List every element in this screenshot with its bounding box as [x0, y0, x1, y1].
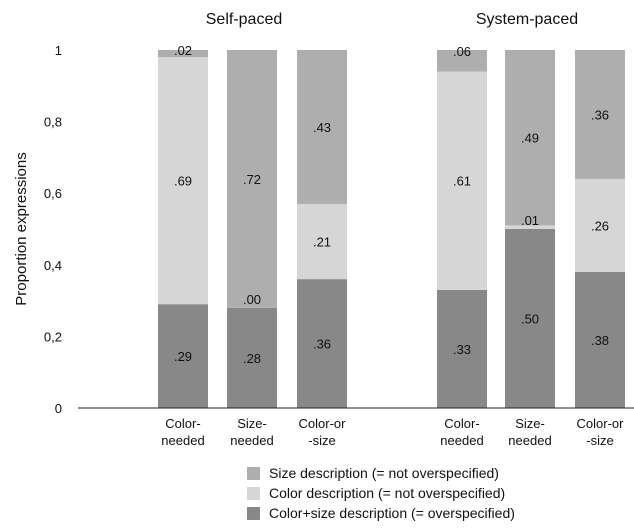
data-label: .49: [521, 131, 539, 146]
bar-segment: [437, 289, 487, 408]
data-label: .43: [313, 120, 331, 135]
bar-segment: [505, 229, 555, 408]
legend-swatch: [247, 507, 260, 520]
bar-segment: [505, 225, 555, 229]
y-tick-label: 0: [55, 401, 62, 416]
bar-segment: [437, 50, 487, 72]
legend-swatch: [247, 467, 260, 480]
bar-segment: [158, 304, 208, 408]
bar-segment: [297, 203, 347, 280]
bar-segment: [575, 50, 625, 179]
bar-segment: [575, 178, 625, 272]
data-label: .02: [174, 43, 192, 58]
data-label: .00: [243, 292, 261, 307]
bar-segment: [227, 307, 277, 408]
y-tick-label: 1: [55, 43, 62, 58]
data-label: .26: [591, 218, 609, 233]
data-label: .06: [453, 44, 471, 59]
y-tick-label: 0,8: [44, 115, 62, 130]
y-tick-label: 0,2: [44, 329, 62, 344]
category-label: Color-or: [299, 416, 347, 431]
data-label: .69: [174, 174, 192, 189]
data-label: .61: [453, 174, 471, 189]
category-label: Size-: [237, 416, 267, 431]
bar-segment: [297, 50, 347, 204]
category-label: Color-: [444, 416, 479, 431]
data-label: .21: [313, 235, 331, 250]
data-label: .33: [453, 342, 471, 357]
bar-segment: [575, 271, 625, 408]
bar-segment: [437, 71, 487, 290]
legend-label: Color+size description (= overspecified): [269, 505, 515, 521]
y-tick-label: 0,6: [44, 186, 62, 201]
legend-label: Color description (= not overspecified): [269, 485, 505, 501]
category-label: needed: [161, 433, 204, 448]
panel-title: Self-paced: [206, 11, 283, 28]
bar-segment: [227, 50, 277, 308]
data-label: .01: [521, 213, 539, 228]
bar-segment: [158, 50, 208, 58]
category-label: -size: [308, 433, 335, 448]
y-tick-label: 0,4: [44, 258, 62, 273]
y-axis-title: Proportion expressions: [13, 152, 30, 305]
legend-swatch: [247, 487, 260, 500]
data-label: .28: [243, 351, 261, 366]
bar-segment: [505, 50, 555, 226]
data-label: .38: [591, 333, 609, 348]
category-label: needed: [230, 433, 273, 448]
bar-segment: [158, 57, 208, 305]
category-label: Color-or: [577, 416, 625, 431]
category-label: Size-: [515, 416, 545, 431]
legend-label: Size description (= not overspecified): [269, 465, 499, 481]
data-label: .50: [521, 312, 539, 327]
data-label: .29: [174, 349, 192, 364]
category-label: -size: [586, 433, 613, 448]
bar-segment: [297, 279, 347, 408]
panel-title: System-paced: [476, 11, 578, 28]
data-label: .36: [313, 337, 331, 352]
category-label: needed: [440, 433, 483, 448]
category-label: Color-: [165, 416, 200, 431]
data-label: .36: [591, 107, 609, 122]
category-label: needed: [508, 433, 551, 448]
data-label: .72: [243, 172, 261, 187]
